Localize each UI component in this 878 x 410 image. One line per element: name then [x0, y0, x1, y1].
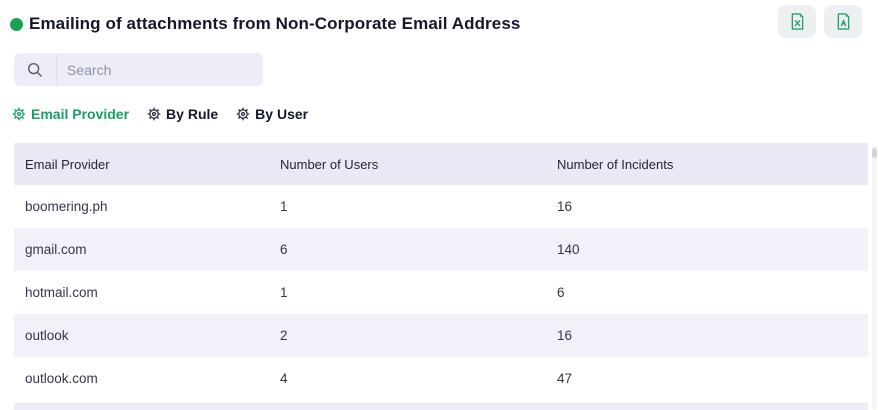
tab-email-provider[interactable]: Email Provider [12, 106, 129, 122]
gear-icon [12, 107, 26, 121]
column-header-number-of-users: Number of Users [280, 156, 379, 172]
column-header-number-of-incidents: Number of Incidents [557, 156, 674, 172]
table-row-partial [14, 403, 868, 410]
tab-label: Email Provider [31, 106, 130, 122]
export-pdf-button[interactable] [824, 5, 862, 38]
search-input[interactable] [57, 61, 263, 78]
cell-email-provider: gmail.com [25, 242, 87, 257]
report-header: Emailing of attachments from Non-Corpora… [10, 14, 864, 34]
tab-bar: Email Provider By Rule By User [12, 106, 308, 122]
export-excel-button[interactable] [778, 5, 816, 38]
pdf-export-icon [834, 12, 853, 31]
scrollbar-thumb[interactable] [872, 148, 877, 158]
cell-number-of-incidents: 140 [557, 242, 580, 257]
table-row[interactable]: hotmail.com 1 6 [14, 271, 868, 314]
table-row[interactable]: boomering.ph 1 16 [14, 185, 868, 228]
cell-number-of-users: 1 [280, 199, 288, 214]
incidents-table: Email Provider Number of Users Number of… [14, 143, 868, 400]
table-row[interactable]: outlook.com 4 47 [14, 357, 868, 400]
tab-by-rule[interactable]: By Rule [147, 106, 218, 122]
cell-number-of-users: 6 [280, 242, 288, 257]
cell-number-of-incidents: 47 [557, 371, 573, 386]
cell-email-provider: hotmail.com [25, 285, 98, 300]
cell-number-of-users: 2 [280, 328, 288, 343]
green-dot-icon [10, 17, 23, 31]
scrollbar[interactable] [872, 145, 877, 410]
tab-by-user[interactable]: By User [236, 106, 308, 122]
table-header-row: Email Provider Number of Users Number of… [14, 143, 868, 185]
excel-export-icon [788, 12, 807, 31]
cell-number-of-incidents: 16 [557, 199, 573, 214]
cell-email-provider: boomering.ph [25, 199, 108, 214]
column-header-email-provider: Email Provider [25, 156, 110, 172]
cell-email-provider: outlook.com [25, 371, 98, 386]
gear-icon [236, 107, 250, 121]
cell-email-provider: outlook [25, 328, 69, 343]
cell-number-of-incidents: 6 [557, 285, 565, 300]
search-box [14, 53, 263, 86]
table-row[interactable]: outlook 2 16 [14, 314, 868, 357]
cell-number-of-users: 4 [280, 371, 288, 386]
search-icon [27, 62, 42, 77]
search-divider [56, 53, 57, 86]
page-title: Emailing of attachments from Non-Corpora… [29, 14, 521, 33]
table-row[interactable]: gmail.com 6 140 [14, 228, 868, 271]
tab-label: By User [255, 106, 309, 122]
tab-label: By Rule [166, 106, 219, 122]
export-buttons [778, 5, 862, 38]
cell-number-of-incidents: 16 [557, 328, 573, 343]
gear-icon [147, 107, 161, 121]
table-body: boomering.ph 1 16 gmail.com 6 140 hotmai… [14, 185, 868, 400]
cell-number-of-users: 1 [280, 285, 288, 300]
